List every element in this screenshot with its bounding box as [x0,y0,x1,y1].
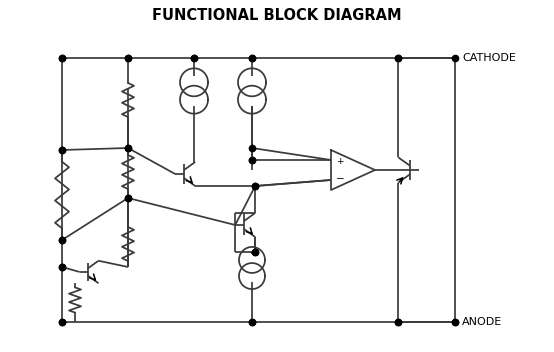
Text: CATHODE: CATHODE [462,53,516,63]
Text: +: + [336,157,343,165]
Text: −: − [336,174,345,184]
Text: ANODE: ANODE [462,317,502,327]
Text: FUNCTIONAL BLOCK DIAGRAM: FUNCTIONAL BLOCK DIAGRAM [152,8,402,24]
